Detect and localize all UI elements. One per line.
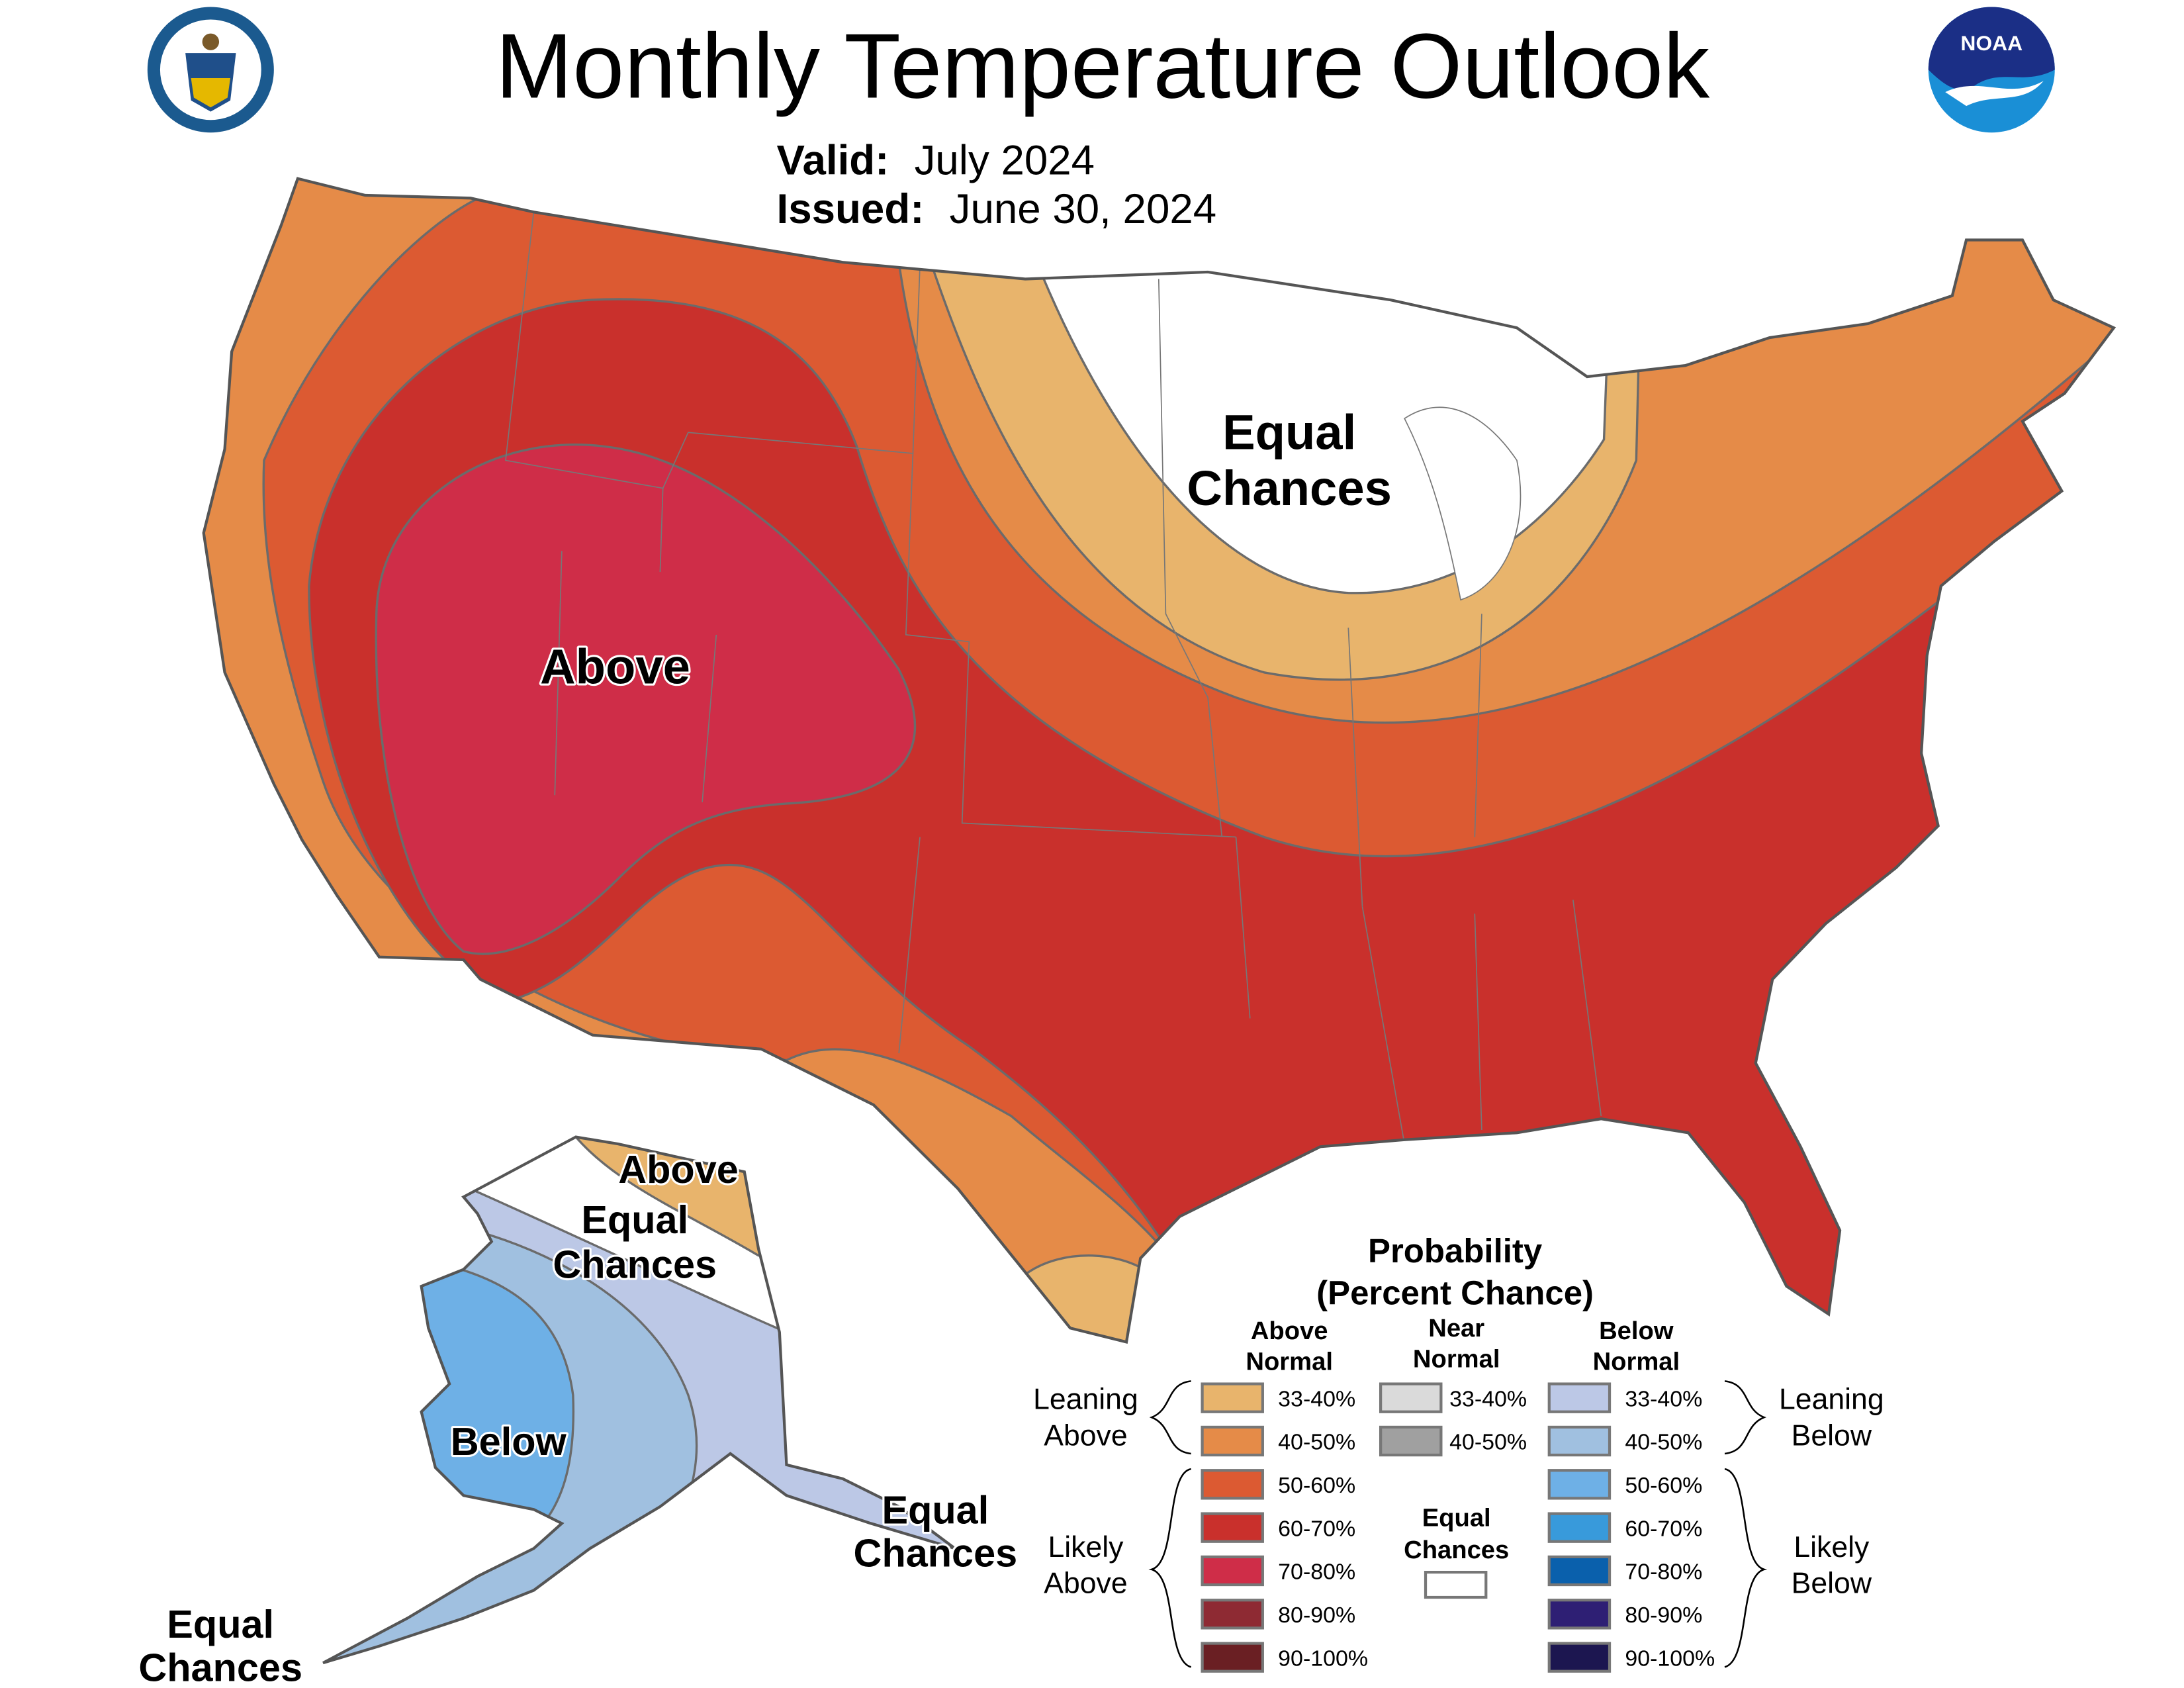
legend-label-below-4: 70-80% bbox=[1625, 1560, 1702, 1585]
legend-label-above-3: 60-70% bbox=[1278, 1516, 1355, 1541]
legend-swatch-above-0 bbox=[1201, 1382, 1264, 1413]
legend-label-above-1: 40-50% bbox=[1278, 1430, 1355, 1455]
label-conus-equal-chances-1: Equal bbox=[1222, 405, 1356, 460]
legend-label-below-0: 33-40% bbox=[1625, 1386, 1702, 1411]
legend-label-above-5: 80-90% bbox=[1278, 1603, 1355, 1628]
legend-col-below-1: Below bbox=[1599, 1317, 1674, 1345]
legend-likely-below-2: Below bbox=[1792, 1568, 1872, 1600]
legend-items: 33-40% 40-50% 50-60% 60-70% 70-80% 80-90% 90-1… bbox=[1201, 1382, 1715, 1673]
valid-date: Valid: July 2024 bbox=[777, 138, 1095, 184]
legend-braces bbox=[1148, 1380, 1768, 1668]
legend-swatch-above-1 bbox=[1201, 1425, 1264, 1457]
legend-col-near-2: Normal bbox=[1413, 1345, 1500, 1373]
legend-swatch-below-3 bbox=[1547, 1512, 1612, 1543]
doc-seal-logo bbox=[147, 7, 274, 133]
legend-swatch-below-5 bbox=[1547, 1599, 1612, 1630]
svg-text:NOAA: NOAA bbox=[1960, 31, 2023, 55]
legend-swatch-above-6 bbox=[1201, 1642, 1264, 1673]
legend-swatch-equal-chances bbox=[1424, 1570, 1488, 1599]
legend-col-above-1: Above bbox=[1251, 1317, 1328, 1345]
legend-label-above-2: 50-60% bbox=[1278, 1473, 1355, 1498]
legend-swatch-below-6 bbox=[1547, 1642, 1612, 1673]
label-ak-se-equal-1: Equal bbox=[882, 1488, 989, 1532]
label-ak-equal-2: Chances bbox=[553, 1243, 717, 1287]
legend-swatch-above-3 bbox=[1201, 1512, 1264, 1543]
label-ak-equal-1: Equal bbox=[581, 1197, 688, 1242]
valid-value: July 2024 bbox=[915, 138, 1095, 184]
legend-likely-below-1: Likely bbox=[1794, 1531, 1870, 1564]
legend-swatch-near-0 bbox=[1379, 1382, 1443, 1413]
legend-swatch-below-1 bbox=[1547, 1425, 1612, 1457]
label-ak-below: Below bbox=[451, 1419, 567, 1464]
legend-swatch-above-5 bbox=[1201, 1599, 1264, 1630]
issued-date: Issued: June 30, 2024 bbox=[777, 186, 1217, 232]
legend-col-near-1: Near bbox=[1428, 1315, 1484, 1342]
legend-label-above-4: 70-80% bbox=[1278, 1560, 1355, 1585]
legend-swatch-below-2 bbox=[1547, 1469, 1612, 1500]
legend-leaning-above-2: Above bbox=[1044, 1419, 1127, 1452]
legend-leaning-above-1: Leaning bbox=[1033, 1383, 1138, 1416]
label-conus-above: Above bbox=[540, 639, 690, 694]
legend-leaning-below-2: Below bbox=[1792, 1419, 1872, 1452]
lake-michigan bbox=[1404, 406, 1522, 601]
legend-label-above-6: 90-100% bbox=[1278, 1646, 1368, 1671]
legend-title: Probability bbox=[1368, 1232, 1542, 1270]
legend-label-below-2: 50-60% bbox=[1625, 1473, 1702, 1498]
label-ak-se-equal-2: Chances bbox=[854, 1531, 1018, 1575]
label-ak-sw-equal-2: Chances bbox=[138, 1646, 302, 1688]
label-conus-equal-chances-2: Chances bbox=[1187, 461, 1392, 516]
legend-swatch-above-2 bbox=[1201, 1469, 1264, 1500]
legend-likely-above-1: Likely bbox=[1048, 1531, 1124, 1564]
state-borders bbox=[505, 212, 1602, 1145]
region-above-33-40-south-texas bbox=[1003, 1254, 1174, 1342]
page-title: Monthly Temperature Outlook bbox=[496, 15, 1710, 117]
legend-label-near-0: 33-40% bbox=[1449, 1386, 1527, 1411]
legend: Probability (Percent Chance) Above Norma… bbox=[1033, 1232, 1884, 1673]
legend-label-near-1: 40-50% bbox=[1449, 1430, 1527, 1455]
legend-likely-above-2: Above bbox=[1044, 1568, 1127, 1600]
legend-swatch-below-4 bbox=[1547, 1555, 1612, 1587]
label-ak-above: Above bbox=[618, 1147, 739, 1192]
region-above-70-80 bbox=[375, 444, 917, 955]
issued-label: Issued: bbox=[777, 186, 925, 232]
legend-swatch-above-4 bbox=[1201, 1555, 1264, 1587]
legend-ec-1: Equal bbox=[1422, 1505, 1491, 1532]
legend-subtitle: (Percent Chance) bbox=[1316, 1274, 1594, 1312]
legend-label-below-5: 80-90% bbox=[1625, 1603, 1702, 1628]
legend-ec-2: Chances bbox=[1404, 1536, 1509, 1564]
legend-leaning-below-1: Leaning bbox=[1779, 1383, 1884, 1416]
legend-col-below-2: Normal bbox=[1593, 1348, 1680, 1376]
legend-label-below-3: 60-70% bbox=[1625, 1516, 1702, 1541]
legend-label-below-1: 40-50% bbox=[1625, 1430, 1702, 1455]
legend-label-above-0: 33-40% bbox=[1278, 1386, 1355, 1411]
legend-swatch-below-0 bbox=[1547, 1382, 1612, 1413]
valid-label: Valid: bbox=[777, 138, 889, 184]
legend-swatch-near-1 bbox=[1379, 1425, 1443, 1457]
label-ak-sw-equal-1: Equal bbox=[167, 1602, 274, 1646]
legend-col-above-2: Normal bbox=[1246, 1348, 1333, 1376]
issued-value: June 30, 2024 bbox=[950, 186, 1217, 232]
legend-label-below-6: 90-100% bbox=[1625, 1646, 1715, 1671]
noaa-logo: NOAA bbox=[1928, 7, 2055, 133]
